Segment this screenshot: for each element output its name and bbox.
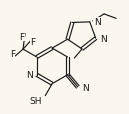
- Text: N: N: [82, 84, 88, 93]
- Text: N: N: [94, 18, 100, 27]
- Text: N: N: [27, 71, 33, 80]
- Text: F: F: [10, 49, 15, 58]
- Text: F: F: [30, 37, 35, 46]
- Text: SH: SH: [30, 96, 42, 105]
- Text: N: N: [100, 34, 106, 43]
- Text: F: F: [19, 32, 25, 41]
